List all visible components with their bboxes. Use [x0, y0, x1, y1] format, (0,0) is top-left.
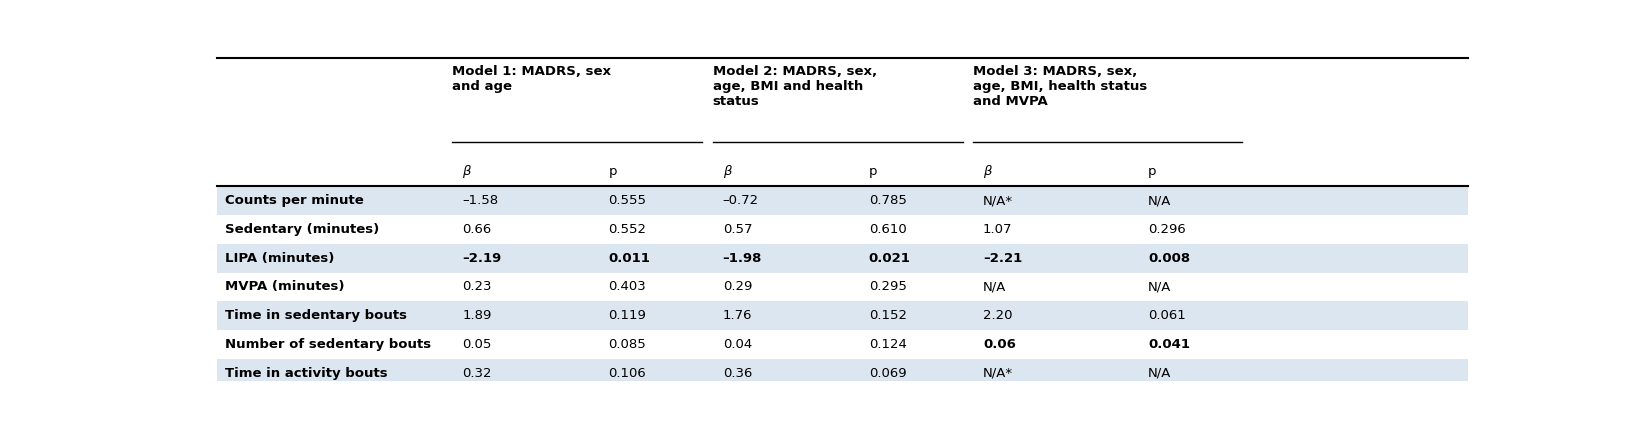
Text: 0.785: 0.785	[868, 194, 906, 207]
Text: N/A: N/A	[1148, 280, 1171, 294]
Text: β: β	[983, 165, 991, 178]
Text: Model 3: MADRS, sex,
age, BMI, health status
and MVPA: Model 3: MADRS, sex, age, BMI, health st…	[973, 65, 1147, 107]
Bar	[218, 215, 1468, 244]
Text: N/A*: N/A*	[983, 194, 1012, 207]
Text: 0.23: 0.23	[462, 280, 491, 294]
Text: 0.008: 0.008	[1148, 252, 1191, 265]
Text: 0.085: 0.085	[608, 338, 645, 351]
Text: 0.069: 0.069	[868, 367, 906, 380]
Text: Time in activity bouts: Time in activity bouts	[224, 367, 388, 380]
Text: 1.07: 1.07	[983, 223, 1012, 236]
Text: –2.21: –2.21	[983, 252, 1022, 265]
Bar	[218, 273, 1468, 301]
Bar	[218, 244, 1468, 273]
Text: –2.19: –2.19	[462, 252, 501, 265]
Text: 0.29: 0.29	[722, 280, 752, 294]
Bar	[218, 58, 1468, 157]
Text: 0.403: 0.403	[608, 280, 645, 294]
Text: 0.32: 0.32	[462, 367, 491, 380]
Text: –1.58: –1.58	[462, 194, 498, 207]
Text: Counts per minute: Counts per minute	[224, 194, 364, 207]
Text: Time in sedentary bouts: Time in sedentary bouts	[224, 309, 408, 322]
Text: 0.152: 0.152	[868, 309, 907, 322]
Bar	[218, 157, 1468, 187]
Text: 0.021: 0.021	[868, 252, 911, 265]
Text: Model 1: MADRS, sex
and age: Model 1: MADRS, sex and age	[452, 65, 611, 92]
Text: 2.20: 2.20	[983, 309, 1012, 322]
Text: 0.061: 0.061	[1148, 309, 1186, 322]
Text: N/A: N/A	[1148, 367, 1171, 380]
Text: N/A: N/A	[1148, 194, 1171, 207]
Text: 0.011: 0.011	[608, 252, 650, 265]
Text: 0.296: 0.296	[1148, 223, 1186, 236]
Text: 0.06: 0.06	[983, 338, 1016, 351]
Bar	[218, 330, 1468, 359]
Text: β: β	[462, 165, 472, 178]
Text: LIPA (minutes): LIPA (minutes)	[224, 252, 334, 265]
Text: N/A*: N/A*	[983, 367, 1012, 380]
Text: 0.106: 0.106	[608, 367, 645, 380]
Text: 0.124: 0.124	[868, 338, 906, 351]
Text: 0.04: 0.04	[722, 338, 752, 351]
Text: Model 2: MADRS, sex,
age, BMI and health
status: Model 2: MADRS, sex, age, BMI and health…	[713, 65, 876, 107]
Text: Number of sedentary bouts: Number of sedentary bouts	[224, 338, 431, 351]
Text: 0.552: 0.552	[608, 223, 647, 236]
Text: p: p	[1148, 165, 1156, 178]
Text: β: β	[722, 165, 731, 178]
Text: 1.89: 1.89	[462, 309, 491, 322]
Text: 0.57: 0.57	[722, 223, 752, 236]
Text: N/A: N/A	[983, 280, 1006, 294]
Text: –0.72: –0.72	[722, 194, 758, 207]
Text: 0.041: 0.041	[1148, 338, 1189, 351]
Text: 0.36: 0.36	[722, 367, 752, 380]
Text: Sedentary (minutes): Sedentary (minutes)	[224, 223, 380, 236]
Bar	[218, 359, 1468, 387]
Text: 0.295: 0.295	[868, 280, 906, 294]
Text: 0.119: 0.119	[608, 309, 647, 322]
Text: 0.66: 0.66	[462, 223, 491, 236]
Text: 0.610: 0.610	[868, 223, 906, 236]
Text: –1.98: –1.98	[722, 252, 762, 265]
Bar	[218, 187, 1468, 215]
Text: p: p	[608, 165, 618, 178]
Text: 1.76: 1.76	[722, 309, 752, 322]
Bar	[218, 301, 1468, 330]
Text: 0.555: 0.555	[608, 194, 647, 207]
Text: p: p	[868, 165, 878, 178]
Text: MVPA (minutes): MVPA (minutes)	[224, 280, 344, 294]
Text: 0.05: 0.05	[462, 338, 491, 351]
